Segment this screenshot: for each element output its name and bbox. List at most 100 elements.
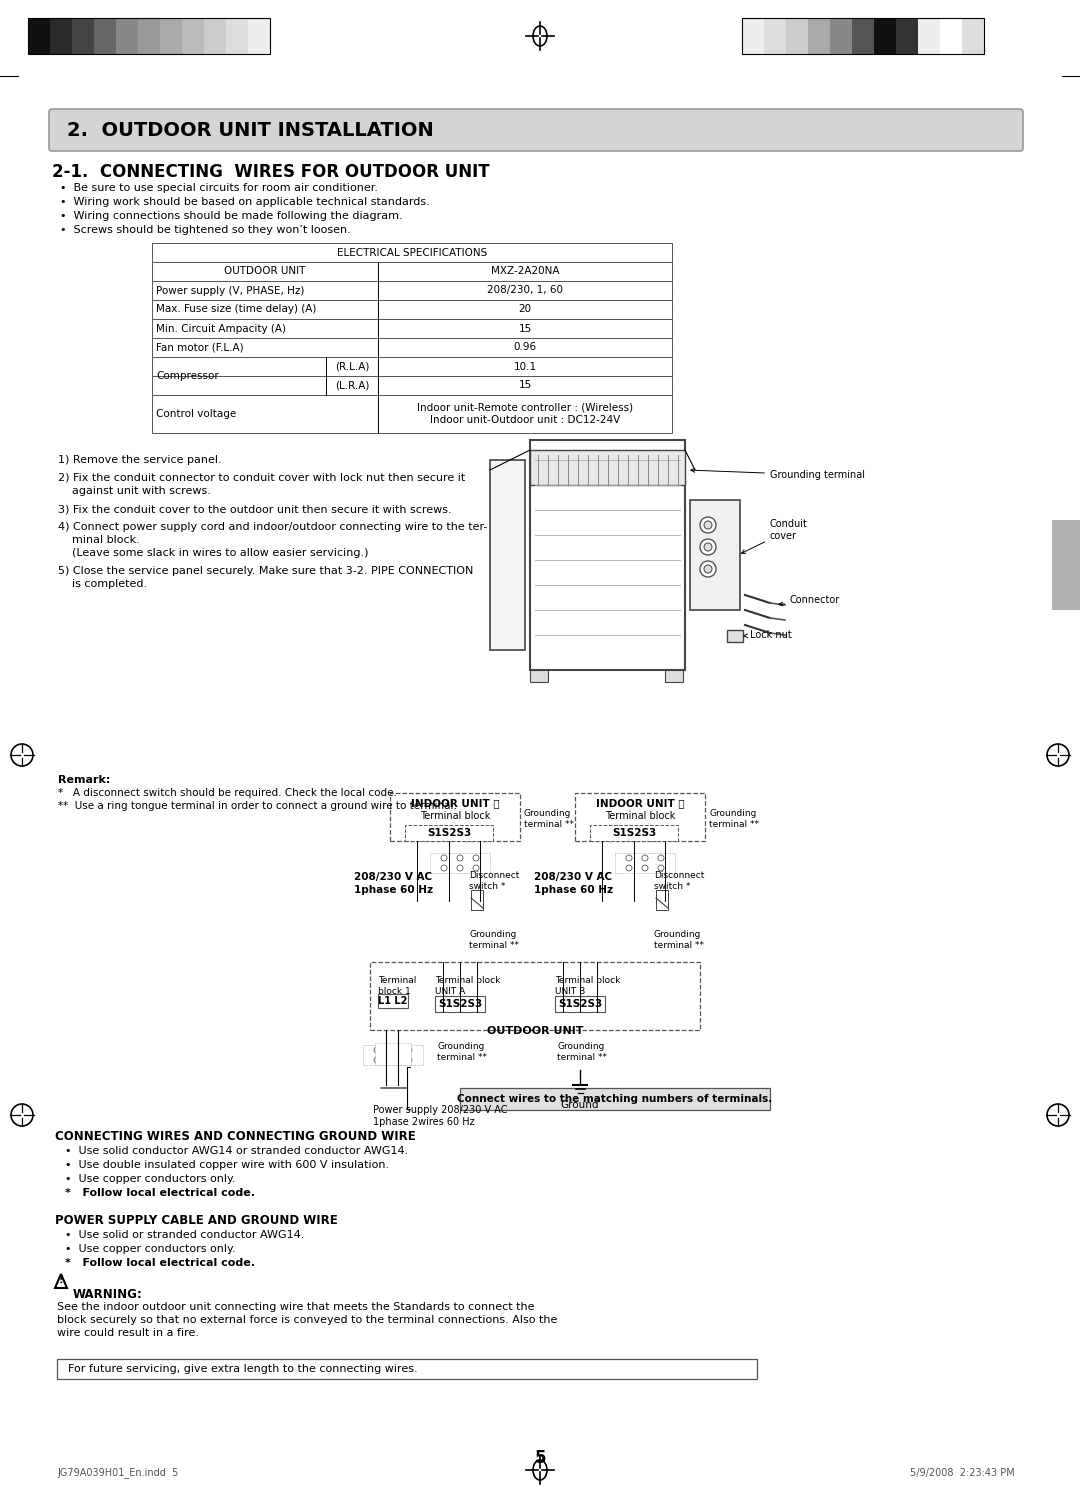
- Text: 2.  OUTDOOR UNIT INSTALLATION: 2. OUTDOOR UNIT INSTALLATION: [67, 120, 434, 140]
- Text: (L.R.A): (L.R.A): [335, 381, 369, 391]
- Circle shape: [473, 865, 480, 871]
- Text: 1) Remove the service panel.: 1) Remove the service panel.: [58, 455, 221, 465]
- Text: Disconnect
switch *: Disconnect switch *: [469, 871, 519, 891]
- Bar: [57, 1359, 757, 1378]
- Text: 2-1.  CONNECTING  WIRES FOR OUTDOOR UNIT: 2-1. CONNECTING WIRES FOR OUTDOOR UNIT: [52, 164, 489, 181]
- Bar: [471, 891, 483, 910]
- Bar: [370, 962, 700, 1030]
- Text: Power supply (V, PHASE, Hz): Power supply (V, PHASE, Hz): [156, 286, 305, 296]
- Text: 5/9/2008  2:23:43 PM: 5/9/2008 2:23:43 PM: [910, 1468, 1015, 1478]
- Bar: [918, 18, 940, 54]
- Text: Grounding
terminal **: Grounding terminal **: [469, 929, 519, 950]
- Text: 208/230, 1, 60: 208/230, 1, 60: [487, 286, 563, 296]
- Bar: [183, 18, 204, 54]
- Bar: [874, 18, 896, 54]
- Text: 2) Fix the conduit connector to conduit cover with lock nut then secure it: 2) Fix the conduit connector to conduit …: [58, 473, 465, 483]
- Text: 3) Fix the conduit cover to the outdoor unit then secure it with screws.: 3) Fix the conduit cover to the outdoor …: [58, 504, 451, 515]
- Text: OUTDOOR UNIT: OUTDOOR UNIT: [225, 266, 306, 277]
- Text: 208/230 V AC
1phase 60 Hz: 208/230 V AC 1phase 60 Hz: [534, 871, 613, 895]
- Circle shape: [374, 1047, 380, 1053]
- Bar: [248, 18, 270, 54]
- Circle shape: [1047, 744, 1069, 766]
- Circle shape: [704, 565, 712, 572]
- Text: against unit with screws.: against unit with screws.: [58, 486, 211, 497]
- Text: •  Use copper conductors only.: • Use copper conductors only.: [65, 1245, 235, 1254]
- Text: •  Be sure to use special circuits for room air conditioner.: • Be sure to use special circuits for ro…: [60, 183, 378, 193]
- Circle shape: [704, 543, 712, 552]
- Text: Connect wires to the matching numbers of terminals.: Connect wires to the matching numbers of…: [457, 1094, 772, 1103]
- Bar: [555, 996, 605, 1013]
- Ellipse shape: [534, 1460, 546, 1480]
- Bar: [786, 18, 808, 54]
- Circle shape: [11, 744, 33, 766]
- Bar: [742, 18, 764, 54]
- Bar: [530, 451, 685, 485]
- Text: •  Use double insulated copper wire with 600 V insulation.: • Use double insulated copper wire with …: [65, 1160, 389, 1170]
- Circle shape: [441, 855, 447, 861]
- Text: Power supply 208/230 V AC
1phase 2wires 60 Hz: Power supply 208/230 V AC 1phase 2wires …: [373, 1105, 508, 1127]
- Text: •  Use copper conductors only.: • Use copper conductors only.: [65, 1175, 235, 1184]
- Ellipse shape: [534, 25, 546, 46]
- Text: Grounding
terminal **: Grounding terminal **: [524, 809, 573, 830]
- Bar: [72, 18, 94, 54]
- Circle shape: [390, 1057, 396, 1063]
- Text: S1S2S3: S1S2S3: [558, 999, 603, 1010]
- Bar: [116, 18, 138, 54]
- Circle shape: [704, 520, 712, 529]
- Text: •  Wiring work should be based on applicable technical standards.: • Wiring work should be based on applica…: [60, 196, 430, 207]
- Text: Terminal block: Terminal block: [555, 975, 620, 984]
- Bar: [152, 320, 672, 338]
- Bar: [690, 500, 740, 610]
- Text: •  Wiring connections should be made following the diagram.: • Wiring connections should be made foll…: [60, 211, 403, 222]
- Text: Indoor unit-Remote controller : (Wireless): Indoor unit-Remote controller : (Wireles…: [417, 403, 633, 413]
- Bar: [896, 18, 918, 54]
- Text: MXZ-2A20NA: MXZ-2A20NA: [490, 266, 559, 277]
- Text: minal block.: minal block.: [58, 535, 139, 546]
- Text: Lock nut: Lock nut: [744, 630, 792, 639]
- Text: !: !: [58, 1274, 64, 1285]
- Bar: [226, 18, 248, 54]
- Bar: [94, 18, 116, 54]
- Bar: [50, 18, 72, 54]
- Bar: [460, 1088, 770, 1109]
- Circle shape: [642, 865, 648, 871]
- Text: 10.1: 10.1: [513, 361, 537, 372]
- Circle shape: [441, 865, 447, 871]
- Bar: [430, 854, 490, 873]
- Text: Grounding
terminal **: Grounding terminal **: [708, 809, 759, 830]
- Text: •  Use solid or stranded conductor AWG14.: • Use solid or stranded conductor AWG14.: [65, 1230, 305, 1240]
- Bar: [152, 376, 672, 396]
- Text: POWER SUPPLY CABLE AND GROUND WIRE: POWER SUPPLY CABLE AND GROUND WIRE: [55, 1213, 338, 1227]
- Bar: [1052, 520, 1080, 610]
- Bar: [28, 18, 270, 54]
- Bar: [204, 18, 226, 54]
- Text: (Leave some slack in wires to allow easier servicing.): (Leave some slack in wires to allow easi…: [58, 549, 368, 558]
- Text: Fan motor (F.L.A): Fan motor (F.L.A): [156, 342, 244, 352]
- Bar: [590, 825, 678, 842]
- Circle shape: [700, 538, 716, 555]
- Text: Control voltage: Control voltage: [156, 409, 237, 419]
- Text: 15: 15: [518, 324, 531, 333]
- Circle shape: [473, 855, 480, 861]
- Circle shape: [700, 561, 716, 577]
- Bar: [530, 671, 548, 683]
- Text: 0.96: 0.96: [513, 342, 537, 352]
- Text: is completed.: is completed.: [58, 578, 147, 589]
- Text: 4) Connect power supply cord and indoor/outdoor connecting wire to the ter-: 4) Connect power supply cord and indoor/…: [58, 522, 487, 532]
- Bar: [808, 18, 831, 54]
- Circle shape: [658, 855, 664, 861]
- Text: Max. Fuse size (time delay) (A): Max. Fuse size (time delay) (A): [156, 305, 316, 314]
- Text: JG79A039H01_En.indd  5: JG79A039H01_En.indd 5: [57, 1468, 178, 1478]
- Bar: [152, 338, 672, 357]
- Text: wire could result in a fire.: wire could result in a fire.: [57, 1328, 199, 1338]
- Text: Connector: Connector: [779, 595, 840, 607]
- Polygon shape: [55, 1274, 67, 1288]
- Bar: [530, 440, 685, 671]
- Bar: [378, 993, 408, 1008]
- Text: For future servicing, give extra length to the connecting wires.: For future servicing, give extra length …: [68, 1364, 418, 1374]
- Text: Terminal
block 1: Terminal block 1: [378, 975, 417, 996]
- Circle shape: [642, 855, 648, 861]
- Text: S1S2S3: S1S2S3: [427, 828, 471, 839]
- Bar: [575, 793, 705, 842]
- Text: Grounding
terminal **: Grounding terminal **: [557, 1042, 607, 1062]
